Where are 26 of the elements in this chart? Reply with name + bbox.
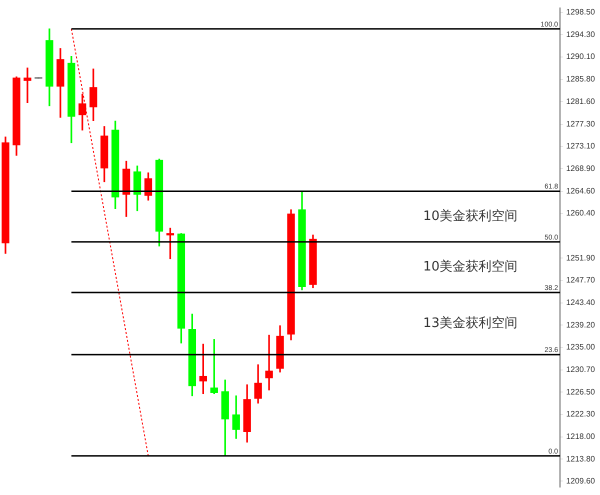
candlestick xyxy=(265,334,273,390)
y-tick-label: 1268.90 xyxy=(566,164,596,173)
y-tick-label: 1273.10 xyxy=(566,142,596,151)
y-tick-label: 1281.60 xyxy=(566,96,596,106)
annotation: 13美金获利空间 xyxy=(423,314,518,331)
annotation: 10美金获利空间 xyxy=(423,208,518,224)
y-tick-label: 1239.20 xyxy=(566,320,596,330)
y-tick-label: 1298.50 xyxy=(566,8,596,17)
candlestick xyxy=(24,68,32,104)
y-tick-label: 1294.30 xyxy=(566,30,596,39)
y-tick-label: 1222.30 xyxy=(566,409,596,418)
y-tick-label: 1290.10 xyxy=(566,52,596,62)
y-tick-label: 1247.70 xyxy=(566,276,596,285)
y-tick-label: 1230.70 xyxy=(566,365,596,374)
y-tick-label: 1226.50 xyxy=(566,387,596,396)
y-tick-label: 1251.90 xyxy=(566,253,596,262)
y-tick-label: 1260.40 xyxy=(566,208,596,218)
y-tick-label: 1235.00 xyxy=(566,342,596,352)
y-tick-label: 1285.80 xyxy=(566,74,596,84)
y-tick-label: 1264.60 xyxy=(566,186,596,196)
y-tick-label: 1213.80 xyxy=(566,454,596,464)
annotation: 10美金获利空间 xyxy=(423,258,518,275)
y-tick-label: 1209.60 xyxy=(566,476,596,486)
y-tick-label: 1277.30 xyxy=(566,120,596,129)
y-tick-label: 1218.00 xyxy=(566,432,596,442)
y-tick-label: 1243.40 xyxy=(566,298,596,308)
